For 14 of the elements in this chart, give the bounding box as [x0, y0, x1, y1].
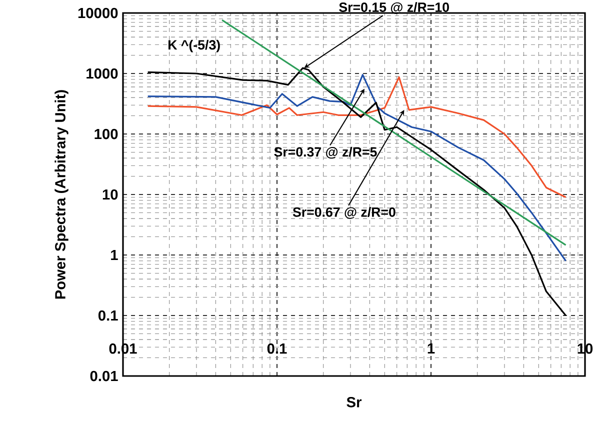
x-axis-title: Sr — [346, 396, 362, 408]
y-tick-label: 0.1 — [98, 310, 118, 321]
y-tick-label: 100 — [94, 128, 118, 140]
annotation: Sr=0.67 @ z/R=0 — [292, 207, 396, 219]
y-tick-label: 1000 — [86, 68, 118, 79]
x-tick-label: 1 — [428, 343, 435, 354]
x-tick-label: 0.1 — [267, 343, 287, 354]
annotation: Sr=0.37 @ z/R=5 — [274, 146, 377, 159]
y-tick-label: 10 — [102, 189, 118, 200]
y-axis-title: Power Spectra (Arbitrary Unit) — [54, 90, 68, 299]
y-tick-label: 1 — [111, 250, 118, 260]
y-tick-label: 10000 — [78, 8, 118, 18]
y-tick-label: 0.01 — [90, 370, 118, 382]
series-label: K ^(-5/3) — [168, 40, 220, 52]
